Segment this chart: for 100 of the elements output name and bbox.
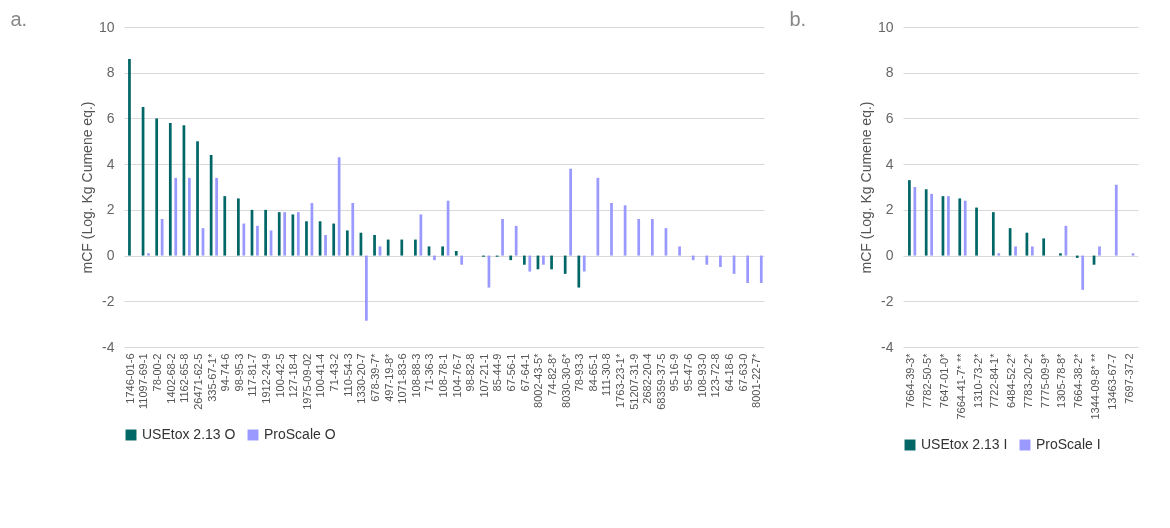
x-tick-label: 7697-37-2 bbox=[1122, 353, 1135, 404]
bar bbox=[454, 251, 458, 256]
bar bbox=[759, 255, 763, 283]
bar bbox=[924, 189, 928, 256]
x-tick-label: 67-63-0 bbox=[736, 353, 749, 392]
bar bbox=[414, 239, 417, 256]
bar bbox=[324, 235, 327, 256]
bar bbox=[1030, 246, 1034, 256]
bar bbox=[291, 214, 295, 256]
bar bbox=[913, 187, 917, 256]
x-tick-label: 1310-73-2* bbox=[971, 352, 984, 408]
y-axis-title: mCF (Log. Kg Cumene eq.) bbox=[857, 101, 874, 274]
bar bbox=[209, 155, 213, 256]
x-tick-label: 11097-69-1 bbox=[137, 353, 150, 409]
x-tick-label: 67-56-1 bbox=[505, 353, 518, 392]
bar bbox=[433, 255, 436, 261]
x-tick-label: 6484-52-2* bbox=[1005, 352, 1018, 408]
x-tick-label: 1402-68-2 bbox=[164, 353, 177, 404]
x-tick-label: 678-39-7* bbox=[368, 352, 381, 402]
x-tick-label: 100-42-5 bbox=[273, 353, 286, 398]
bar bbox=[514, 225, 518, 256]
x-tick-label: 98-82-8 bbox=[464, 353, 477, 392]
y-tick-label: 6 bbox=[106, 109, 115, 126]
bar bbox=[542, 255, 545, 265]
bar bbox=[345, 230, 349, 256]
x-tick-label: 13463-67-7 bbox=[1105, 353, 1118, 410]
x-tick-label: 1912-24-9 bbox=[259, 353, 272, 404]
bar bbox=[997, 253, 1001, 256]
legend-label: ProScale O bbox=[264, 426, 336, 442]
y-tick-label: 2 bbox=[885, 201, 894, 218]
y-tick-label: 4 bbox=[106, 155, 115, 172]
x-tick-label: 7783-20-2* bbox=[1021, 352, 1034, 408]
x-tick-label: 7664-39-3* bbox=[904, 352, 917, 408]
x-tick-label: 74-82-8* bbox=[545, 352, 558, 396]
bar bbox=[1059, 253, 1062, 256]
x-tick-label: 7664-41-7* ** bbox=[954, 352, 967, 420]
x-tick-label: 107-21-1 bbox=[477, 353, 490, 398]
chart-title: a. bbox=[10, 8, 28, 30]
x-tick-label: 7775-09-9* bbox=[1038, 352, 1051, 408]
y-tick-label: 0 bbox=[885, 247, 894, 264]
x-tick-label: 71-36-3 bbox=[423, 353, 436, 392]
bar bbox=[582, 255, 586, 272]
x-tick-label: 1330-20-7 bbox=[355, 353, 368, 404]
x-tick-label: 108-88-3 bbox=[409, 353, 422, 398]
y-axis-title: mCF (Log. Kg Cumene eq.) bbox=[78, 101, 95, 274]
bar bbox=[283, 212, 287, 256]
bar bbox=[522, 255, 526, 265]
bar bbox=[947, 196, 950, 256]
bar bbox=[147, 253, 150, 256]
y-tick-label: 4 bbox=[885, 155, 894, 172]
bar bbox=[678, 246, 681, 256]
x-tick-label: 1746-01-6 bbox=[123, 353, 136, 404]
bar bbox=[705, 255, 709, 265]
x-tick-label: 95-47-6 bbox=[682, 353, 695, 392]
x-tick-label: 1975-09-02 bbox=[300, 353, 313, 410]
bar bbox=[501, 219, 504, 256]
x-tick-label: 95-16-9 bbox=[668, 353, 681, 392]
y-tick-label: 10 bbox=[98, 18, 115, 35]
x-tick-label: 7722-84-1* bbox=[988, 352, 1001, 408]
x-tick-label: 7664-38-2* bbox=[1072, 352, 1085, 408]
bar bbox=[237, 198, 240, 256]
y-tick-label: -2 bbox=[102, 292, 115, 309]
x-tick-label: 335-67-1* bbox=[205, 352, 218, 402]
x-tick-label: 7647-01-0* bbox=[937, 352, 950, 408]
x-tick-label: 8002-43-5* bbox=[532, 352, 545, 408]
bar bbox=[242, 223, 246, 256]
bar bbox=[610, 203, 613, 256]
bar bbox=[337, 157, 341, 256]
bar bbox=[963, 200, 967, 256]
x-tick-label: 64-18-6 bbox=[722, 353, 735, 392]
y-tick-label: 0 bbox=[106, 247, 115, 264]
bar bbox=[577, 255, 581, 288]
x-tick-label: 123-72-8 bbox=[709, 353, 722, 398]
bar bbox=[460, 255, 464, 265]
bar bbox=[975, 207, 978, 256]
bar bbox=[419, 214, 423, 256]
x-tick-label: 78-00-2 bbox=[151, 353, 164, 392]
y-tick-label: -4 bbox=[881, 338, 894, 355]
bar bbox=[386, 239, 390, 256]
bar bbox=[637, 219, 641, 256]
x-tick-label: 94-74-6 bbox=[219, 353, 232, 392]
x-tick-label: 497-19-8* bbox=[382, 352, 395, 402]
bar bbox=[1075, 255, 1079, 258]
y-tick-label: 10 bbox=[877, 18, 894, 35]
bar bbox=[188, 177, 191, 256]
bar bbox=[650, 219, 654, 256]
x-tick-label: 104-76-7 bbox=[450, 353, 463, 398]
x-tick-label: 111-30-8 bbox=[600, 353, 613, 396]
bar bbox=[296, 212, 300, 256]
bar bbox=[373, 235, 376, 256]
bar bbox=[746, 255, 750, 283]
x-tick-label: 26471-62-5 bbox=[191, 353, 204, 410]
x-tick-label: 2682-20-4 bbox=[641, 353, 654, 404]
x-tick-label: 1763-23-1* bbox=[614, 352, 627, 408]
bar bbox=[509, 255, 513, 261]
x-tick-label: 67-64-1 bbox=[518, 353, 531, 392]
bar bbox=[223, 196, 227, 256]
bar bbox=[1114, 184, 1118, 256]
bar bbox=[528, 255, 532, 272]
bar bbox=[1131, 253, 1135, 256]
